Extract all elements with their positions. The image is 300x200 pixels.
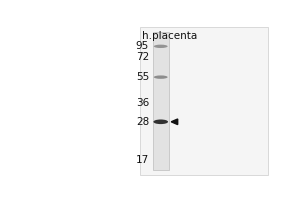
Text: 28: 28 (136, 117, 149, 127)
Polygon shape (171, 119, 178, 125)
Text: h.placenta: h.placenta (142, 31, 198, 41)
Text: 36: 36 (136, 98, 149, 108)
Ellipse shape (154, 45, 168, 48)
Text: 72: 72 (136, 52, 149, 62)
Bar (153, 32, 169, 170)
Text: 55: 55 (136, 72, 149, 82)
Bar (140, 27, 268, 175)
Text: 17: 17 (136, 155, 149, 165)
Ellipse shape (153, 119, 168, 124)
Ellipse shape (154, 75, 168, 79)
Text: 95: 95 (136, 41, 149, 51)
